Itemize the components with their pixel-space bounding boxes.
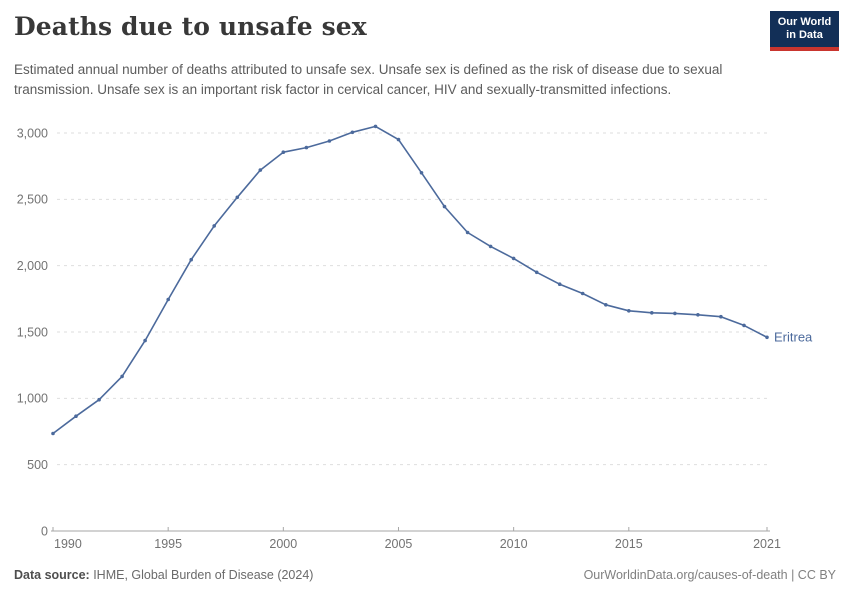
data-point-1998[interactable] [235, 195, 240, 200]
data-point-1999[interactable] [258, 168, 263, 172]
data-point-2017[interactable] [673, 311, 677, 316]
data-point-2013[interactable] [580, 291, 585, 296]
y-tick-label-500: 500 [27, 458, 48, 472]
data-point-2002[interactable] [327, 139, 332, 143]
data-point-1991[interactable] [74, 414, 78, 419]
data-point-2004[interactable] [373, 124, 378, 129]
data-point-2015[interactable] [627, 309, 631, 313]
x-tick-label-2000: 2000 [269, 537, 297, 551]
data-point-2010[interactable] [511, 256, 516, 261]
data-point-2007[interactable] [442, 204, 447, 209]
data-point-2021[interactable] [765, 335, 769, 340]
data-source-value: IHME, Global Burden of Disease (2024) [89, 568, 314, 582]
data-source-label: Data source: [14, 568, 90, 582]
data-point-1996[interactable] [189, 257, 193, 262]
data-point-2008[interactable] [465, 230, 470, 235]
x-tick-label-2005: 2005 [385, 537, 413, 551]
x-tick-label-2021: 2021 [753, 537, 781, 551]
data-point-2018[interactable] [696, 313, 700, 317]
data-point-2016[interactable] [650, 311, 654, 315]
y-tick-label-2500: 2,500 [17, 193, 48, 207]
x-axis-labels: 1990 1995 2000 2005 2010 2015 2021 [54, 537, 781, 551]
data-point-2012[interactable] [557, 282, 562, 287]
x-tick-label-1990: 1990 [54, 537, 82, 551]
y-tick-label-1000: 1,000 [17, 392, 48, 406]
credit-link[interactable]: OurWorldinData.org/causes-of-death | CC … [583, 568, 836, 582]
owid-logo-line1: Our World [777, 16, 832, 28]
y-tick-label-3000: 3,000 [17, 126, 48, 140]
data-point-2011[interactable] [534, 270, 539, 275]
data-point-2014[interactable] [604, 303, 608, 307]
y-tick-label-1500: 1,500 [17, 325, 48, 339]
data-point-1990[interactable] [51, 431, 55, 436]
data-point-2019[interactable] [719, 314, 723, 319]
chart-footer: Data source: IHME, Global Burden of Dise… [14, 568, 836, 582]
data-point-2000[interactable] [281, 150, 286, 154]
data-point-2009[interactable] [488, 244, 493, 249]
data-point-2020[interactable] [742, 323, 746, 328]
chart-subtitle: Estimated annual number of deaths attrib… [14, 62, 723, 97]
series-points-eritrea[interactable] [51, 124, 769, 436]
data-point-2003[interactable] [350, 130, 355, 135]
owid-logo[interactable]: Our World in Data [770, 11, 839, 51]
page-title: Deaths due to unsafe sex [14, 12, 367, 41]
x-tick-label-1995: 1995 [154, 537, 182, 551]
x-tick-label-2015: 2015 [615, 537, 643, 551]
data-point-1997[interactable] [212, 224, 216, 228]
x-tick-label-2010: 2010 [500, 537, 528, 551]
y-axis-labels: 0 500 1,000 1,500 2,000 2,500 3,000 [17, 126, 48, 538]
series-line-eritrea[interactable] [52, 125, 768, 435]
y-tick-label-0: 0 [41, 524, 48, 538]
data-point-1992[interactable] [97, 397, 101, 402]
data-point-1993[interactable] [120, 374, 124, 379]
y-tick-label-2000: 2,000 [17, 259, 48, 273]
data-point-2006[interactable] [419, 171, 424, 175]
data-point-1994[interactable] [143, 338, 147, 343]
gridlines [57, 132, 770, 466]
data-source: Data source: IHME, Global Burden of Dise… [14, 568, 313, 582]
data-point-2001[interactable] [304, 145, 309, 150]
data-point-2005[interactable] [396, 137, 401, 142]
data-point-1995[interactable] [166, 297, 170, 302]
owid-logo-line2: in Data [786, 29, 823, 41]
series-end-label: Eritrea [774, 330, 813, 345]
x-axis [51, 527, 770, 532]
